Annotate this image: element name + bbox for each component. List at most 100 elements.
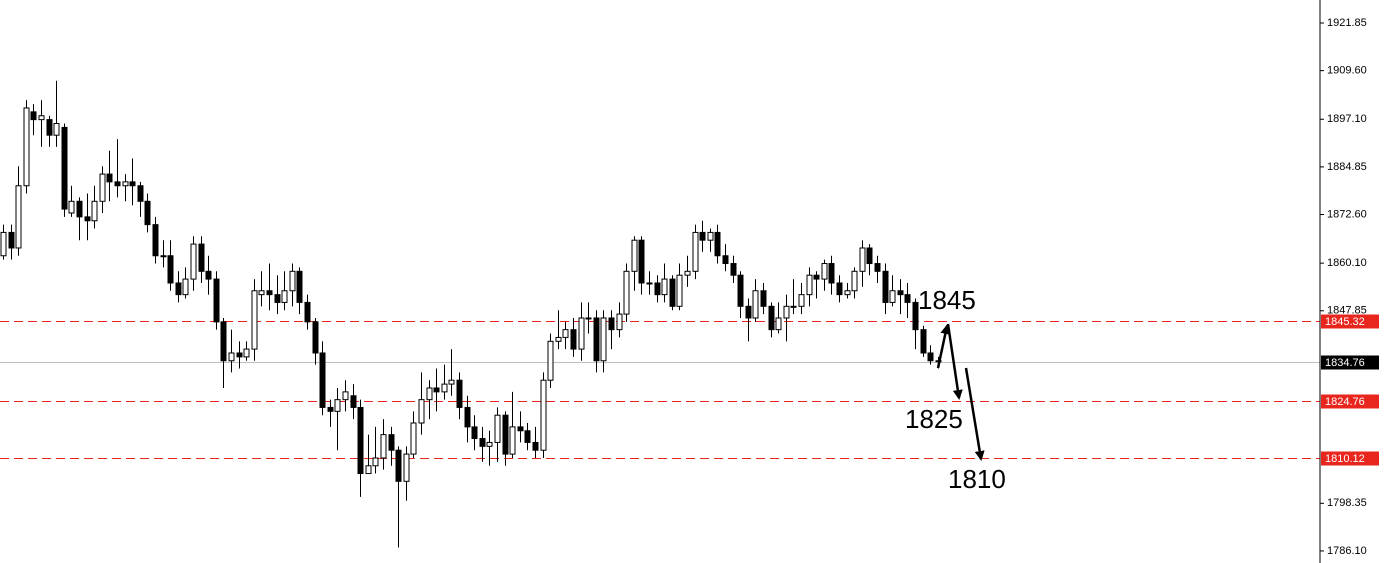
arrow (936, 324, 951, 369)
candle-body (99, 173, 106, 202)
candle-body (806, 274, 813, 296)
annotation: 1810 (948, 464, 1006, 494)
candle-body (798, 294, 805, 307)
candle-body (570, 329, 577, 350)
candle-body (84, 216, 91, 222)
candle-body (479, 438, 486, 447)
candle-body (722, 255, 729, 265)
candle-body (866, 247, 873, 265)
candle-body (296, 270, 303, 303)
candle-body (114, 181, 121, 187)
candle-body (312, 321, 319, 354)
candle-body (547, 340, 554, 381)
candle-body (418, 399, 425, 424)
candle-body (76, 200, 83, 218)
candle-body (213, 278, 220, 323)
candle-body (486, 441, 493, 447)
candle-body (258, 290, 265, 296)
candle-body (372, 457, 379, 467)
candle-body (441, 383, 448, 393)
candle-body (859, 247, 866, 272)
candle-body (251, 290, 258, 350)
level-label: 1810.12 (1325, 453, 1365, 465)
level-label-bg (1321, 314, 1379, 329)
candle-body (654, 282, 661, 296)
candle-body (190, 243, 197, 280)
candle-body (182, 278, 189, 296)
candle-body (676, 274, 683, 307)
candle-body (828, 263, 835, 284)
candle-body (737, 274, 744, 307)
candle-body (585, 317, 592, 320)
candle-body (813, 274, 820, 280)
candle-body (775, 317, 782, 331)
candle-body (540, 379, 547, 451)
candle-body (228, 352, 235, 362)
candle-body (395, 449, 402, 482)
candle-body (707, 231, 714, 241)
candle-body (600, 317, 607, 362)
candle-body (46, 119, 53, 136)
candle-body (768, 305, 775, 331)
candle-body (821, 263, 828, 280)
candle-body (714, 231, 721, 257)
candle-body (471, 426, 478, 440)
candle-body (410, 422, 417, 455)
candle-body (760, 290, 767, 307)
y-tick-label: 1786.10 (1327, 545, 1367, 557)
level-label-bg (1321, 451, 1379, 466)
candle-body (304, 301, 311, 323)
candle-body (836, 282, 843, 296)
candle-body (334, 399, 341, 412)
candle-body (524, 430, 531, 443)
candle-body (357, 406, 364, 475)
candle-body (220, 321, 227, 362)
candle-body (623, 270, 630, 315)
y-tick-label: 1847.85 (1327, 305, 1367, 317)
candle-body (509, 426, 516, 455)
candle-body (920, 329, 927, 354)
candle-body (555, 336, 562, 342)
candle-body (342, 391, 349, 401)
candle-body (61, 126, 68, 210)
candle-body (608, 317, 615, 331)
candle-body (388, 434, 395, 451)
candle-body (532, 441, 539, 451)
level-label: 1834.76 (1325, 357, 1365, 369)
candle-body (68, 200, 75, 214)
candle-body (502, 414, 509, 455)
candle-body (464, 406, 471, 428)
candle-body (661, 278, 668, 296)
candle-body (790, 305, 797, 308)
candle-body (616, 313, 623, 331)
candle-body (274, 294, 281, 303)
candle-body (912, 301, 919, 331)
candle-body (350, 395, 357, 408)
candle-body (631, 239, 638, 272)
arrow (946, 323, 963, 400)
candle-body (578, 317, 585, 350)
annotation: 1825 (905, 404, 963, 434)
candle-body (144, 200, 151, 226)
candle-body (692, 231, 699, 272)
candle-body (494, 414, 501, 443)
candle-body (129, 181, 136, 187)
candle-body (106, 173, 113, 183)
candle-body (426, 387, 433, 401)
y-tick-label: 1860.10 (1327, 257, 1367, 269)
arrow (964, 367, 985, 461)
y-tick-label: 1921.85 (1327, 17, 1367, 29)
candle-body (783, 305, 790, 319)
candle-body (8, 231, 15, 249)
y-tick-label: 1798.35 (1327, 497, 1367, 509)
candle-body (152, 224, 159, 257)
candle-body (198, 243, 205, 272)
candle-body (684, 270, 691, 276)
candle-body (167, 255, 174, 284)
candle-body (752, 290, 759, 319)
level-label: 1824.76 (1325, 396, 1365, 408)
candle-body (904, 294, 911, 303)
level-label-bg (1321, 355, 1379, 370)
candle-body (175, 282, 182, 296)
